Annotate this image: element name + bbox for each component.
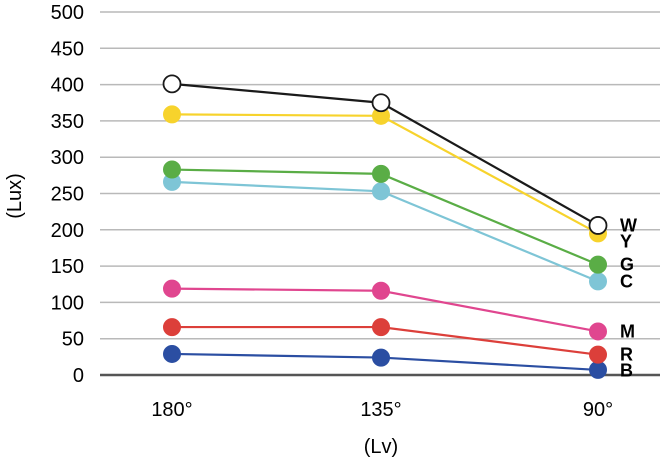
y-tick-label: 400 xyxy=(51,75,84,97)
data-point xyxy=(372,281,390,300)
x-axis-ticks: 180° 135° 90° xyxy=(151,399,613,421)
data-point xyxy=(589,360,607,379)
x-tick-label: 90° xyxy=(583,399,613,421)
data-point xyxy=(589,322,607,341)
series-M xyxy=(163,279,607,341)
x-tick-label: 135° xyxy=(360,399,401,421)
series-label-W: W xyxy=(620,215,637,235)
series-C xyxy=(163,172,607,291)
y-tick-label: 300 xyxy=(51,147,84,169)
y-tick-label: 450 xyxy=(51,38,84,60)
y-tick-label: 350 xyxy=(51,111,84,133)
y-tick-label: 100 xyxy=(51,292,84,314)
x-axis-title: (Lv) xyxy=(364,436,398,458)
x-tick-label: 180° xyxy=(151,399,192,421)
data-point xyxy=(162,74,182,94)
data-point xyxy=(371,93,391,113)
series-label-Y: Y xyxy=(620,231,632,251)
data-point xyxy=(589,255,607,274)
series-label-M: M xyxy=(620,321,635,341)
data-point xyxy=(163,318,181,337)
y-tick-label: 200 xyxy=(51,220,84,242)
series-G xyxy=(163,160,607,274)
data-point xyxy=(589,272,607,291)
series-B xyxy=(163,344,607,379)
series-R xyxy=(163,318,607,364)
y-tick-label: 50 xyxy=(62,329,84,351)
y-tick-label: 500 xyxy=(51,2,84,24)
series-label-B: B xyxy=(620,361,633,381)
series-label-C: C xyxy=(620,271,633,291)
data-point xyxy=(588,216,608,235)
data-point xyxy=(372,348,390,367)
data-point xyxy=(372,164,390,183)
series-label-G: G xyxy=(620,255,634,275)
data-point xyxy=(372,182,390,201)
y-tick-label: 0 xyxy=(73,365,84,387)
y-tick-label: 150 xyxy=(51,256,84,278)
data-point xyxy=(163,344,181,363)
data-point xyxy=(163,279,181,298)
y-axis-ticks: 0 50 100 150 200 250 300 350 400 450 500 xyxy=(51,2,84,387)
data-point xyxy=(589,345,607,364)
series-W xyxy=(162,74,608,235)
data-point xyxy=(372,318,390,337)
series xyxy=(162,74,608,379)
data-point xyxy=(163,160,181,179)
y-axis-title: (Lux) xyxy=(4,173,26,219)
data-point xyxy=(163,105,181,124)
series-label-R: R xyxy=(620,345,633,365)
y-tick-label: 250 xyxy=(51,184,84,206)
